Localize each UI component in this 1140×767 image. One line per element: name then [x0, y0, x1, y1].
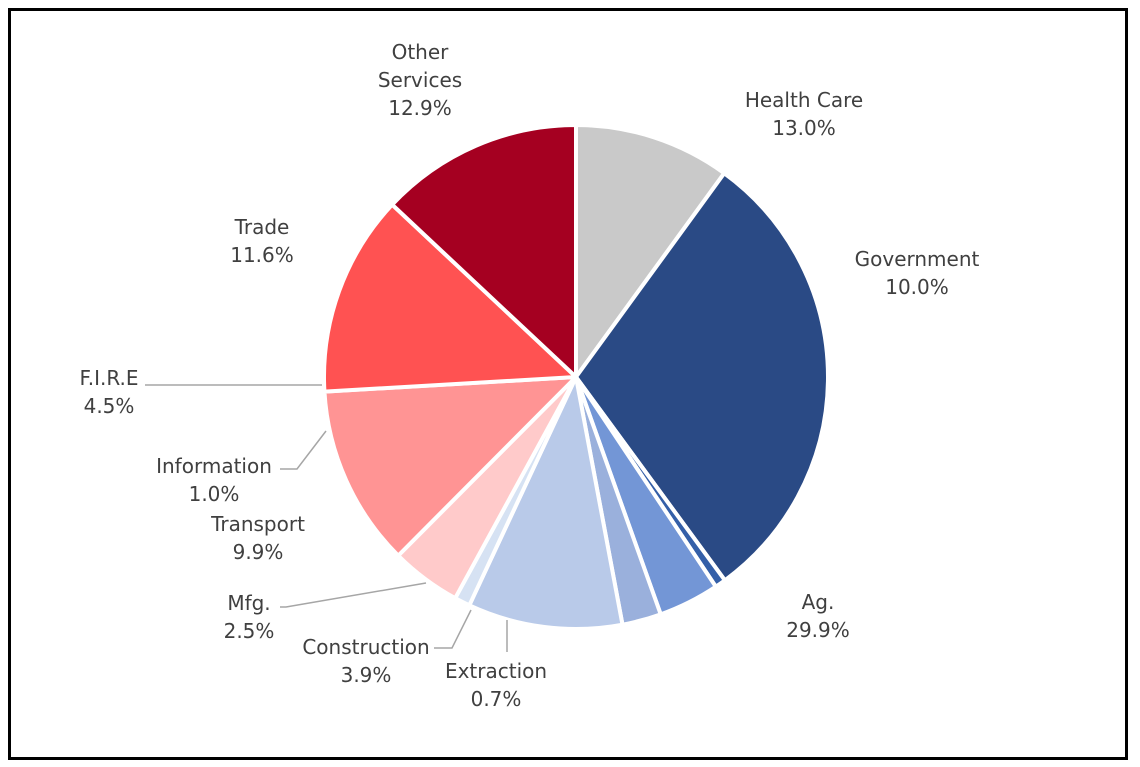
slice-category-label-information: Information	[156, 454, 272, 478]
slice-value-label-f-i-r-e: 4.5%	[84, 394, 135, 418]
pie-slice-trade	[322, 375, 578, 558]
slice-category-label-health-care: Health Care	[745, 88, 863, 112]
slice-value-label-health-care: 13.0%	[772, 116, 836, 140]
leader-line-mfg	[280, 582, 427, 608]
slice-category-label-mfg: Mfg.	[227, 591, 270, 615]
slice-category-label-extraction: Extraction	[445, 659, 547, 683]
slice-value-label-ag: 29.9%	[786, 618, 850, 642]
slice-value-label-extraction: 0.7%	[471, 687, 522, 711]
leader-line-construction	[434, 609, 472, 649]
slice-category-label-government: Government	[855, 247, 980, 271]
pie-slice-transport	[467, 375, 625, 631]
slice-value-label-transport: 9.9%	[233, 540, 284, 564]
slice-category-label-ag: Ag.	[802, 590, 835, 614]
slice-value-label-information: 1.0%	[189, 482, 240, 506]
pie-slice-other-services	[322, 202, 578, 394]
pie-slices	[322, 123, 830, 631]
leader-lines	[145, 384, 508, 652]
slice-category-label-other-services: Other	[392, 40, 450, 64]
slice-value-label-other-services: 12.9%	[388, 96, 452, 120]
pie-slice-government	[574, 123, 727, 379]
slice-category-label-transport: Transport	[210, 512, 305, 536]
slice-category-label-trade: Trade	[234, 215, 290, 239]
pie-slice-health-care	[390, 123, 578, 379]
slice-category-label-other-services: Services	[378, 68, 462, 92]
slice-category-label-f-i-r-e: F.I.R.E	[79, 366, 138, 390]
leader-line-information	[280, 430, 327, 470]
slice-category-label-construction: Construction	[302, 635, 429, 659]
slice-value-label-construction: 3.9%	[341, 663, 392, 687]
pie-slice-ag	[574, 171, 830, 583]
slice-value-label-government: 10.0%	[885, 275, 949, 299]
slice-labels: Government 10.0% Ag. 29.9% Extraction 0.7% Con…	[79, 40, 979, 711]
slice-value-label-trade: 11.6%	[230, 243, 294, 267]
slice-value-label-mfg: 2.5%	[224, 619, 275, 643]
